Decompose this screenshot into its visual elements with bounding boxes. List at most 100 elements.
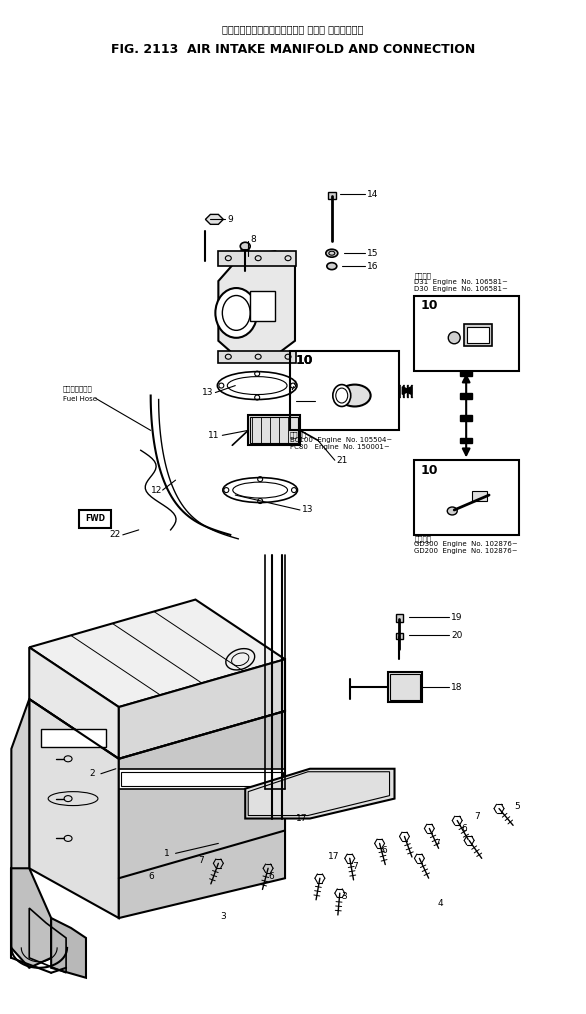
Text: 9: 9 (227, 215, 233, 224)
Polygon shape (219, 251, 295, 356)
Polygon shape (403, 384, 404, 396)
Polygon shape (119, 659, 285, 758)
Text: 6: 6 (381, 846, 387, 855)
Bar (396, 634, 404, 640)
Bar (119, 769, 285, 789)
Text: 10: 10 (296, 354, 314, 367)
Bar (250, 418, 298, 443)
Text: 10: 10 (296, 354, 314, 367)
Polygon shape (460, 371, 472, 376)
Text: 適用号機: 適用号機 (414, 273, 431, 280)
Ellipse shape (233, 482, 288, 498)
Polygon shape (405, 384, 406, 396)
Ellipse shape (227, 376, 287, 394)
Bar (414, 296, 519, 371)
Text: 14: 14 (367, 190, 378, 199)
Text: 12: 12 (151, 486, 162, 495)
Bar (467, 327, 489, 343)
Bar (396, 614, 404, 623)
Ellipse shape (339, 384, 370, 407)
Text: 適用号機: 適用号機 (290, 431, 307, 438)
Text: 7: 7 (352, 862, 357, 871)
Ellipse shape (217, 372, 297, 400)
Text: D31  Engine  No. 106581~
D30  Engine  No. 106581~: D31 Engine No. 106581~ D30 Engine No. 10… (414, 279, 508, 292)
Text: 10: 10 (420, 299, 438, 312)
Bar (248, 416, 300, 445)
Polygon shape (119, 711, 285, 918)
Text: BC100  Engine  No. 105504~
PC80   Engine  No. 150001~: BC100 Engine No. 105504~ PC80 Engine No.… (290, 437, 392, 450)
Text: 1: 1 (163, 849, 169, 858)
Text: 11: 11 (209, 431, 220, 440)
Ellipse shape (326, 249, 338, 258)
Text: 7: 7 (434, 839, 440, 848)
Polygon shape (460, 438, 472, 443)
Text: GD300  Engine  No. 102876~
GD200  Engine  No. 102876~: GD300 Engine No. 102876~ GD200 Engine No… (414, 541, 518, 555)
Polygon shape (29, 699, 119, 918)
Bar (250, 291, 275, 320)
Text: 6: 6 (461, 824, 467, 832)
Text: 2: 2 (89, 770, 94, 778)
Polygon shape (206, 214, 223, 224)
Polygon shape (401, 384, 403, 396)
Text: 7: 7 (199, 856, 204, 865)
Ellipse shape (448, 332, 460, 344)
Ellipse shape (223, 478, 298, 503)
Text: 18: 18 (451, 682, 463, 692)
Text: 13: 13 (202, 388, 214, 397)
Polygon shape (460, 393, 472, 399)
Ellipse shape (447, 507, 457, 515)
Text: 4: 4 (437, 898, 443, 908)
Polygon shape (407, 384, 408, 396)
Bar (390, 674, 420, 700)
Text: 15: 15 (367, 248, 378, 258)
Bar (290, 351, 400, 430)
Bar (121, 772, 283, 786)
Bar (414, 460, 519, 534)
Polygon shape (413, 384, 414, 396)
Text: 22: 22 (109, 530, 120, 539)
Text: 17: 17 (296, 814, 308, 823)
Text: 19: 19 (451, 613, 463, 622)
Bar (328, 192, 336, 200)
Ellipse shape (327, 263, 337, 270)
Polygon shape (409, 384, 410, 396)
Polygon shape (79, 510, 111, 528)
Text: 8: 8 (250, 235, 256, 243)
Text: 17: 17 (328, 852, 339, 861)
Text: 7: 7 (474, 812, 480, 821)
Ellipse shape (216, 288, 257, 338)
Text: 21: 21 (337, 455, 348, 464)
Text: エアーインテークマニホールド および コネクション: エアーインテークマニホールド および コネクション (222, 24, 364, 34)
Polygon shape (11, 699, 29, 918)
Polygon shape (245, 769, 394, 818)
Text: Fuel Hose: Fuel Hose (63, 395, 97, 402)
Polygon shape (460, 416, 472, 421)
Text: FIG. 2113  AIR INTAKE MANIFOLD AND CONNECTION: FIG. 2113 AIR INTAKE MANIFOLD AND CONNEC… (111, 43, 475, 56)
Text: FWD: FWD (85, 514, 105, 523)
Bar (41, 729, 106, 747)
Bar (387, 672, 423, 702)
Text: 10: 10 (420, 463, 438, 477)
Bar (464, 323, 492, 346)
Text: 20: 20 (451, 631, 462, 640)
Polygon shape (11, 868, 51, 967)
Text: 16: 16 (367, 262, 378, 271)
Polygon shape (460, 382, 472, 387)
Polygon shape (460, 449, 472, 454)
Text: 適用号機: 適用号機 (414, 535, 431, 542)
Polygon shape (29, 647, 119, 758)
Polygon shape (460, 405, 472, 410)
Bar (219, 251, 296, 266)
Bar (219, 351, 296, 363)
Ellipse shape (333, 384, 351, 407)
Ellipse shape (240, 242, 250, 250)
Text: 3: 3 (342, 891, 347, 900)
Text: フォエルホース: フォエルホース (63, 385, 93, 391)
Text: 6: 6 (268, 872, 274, 881)
Polygon shape (51, 918, 86, 977)
Polygon shape (29, 599, 285, 707)
Text: 3: 3 (220, 912, 226, 921)
Polygon shape (460, 427, 472, 432)
Bar (472, 491, 487, 501)
Text: 5: 5 (514, 802, 520, 811)
